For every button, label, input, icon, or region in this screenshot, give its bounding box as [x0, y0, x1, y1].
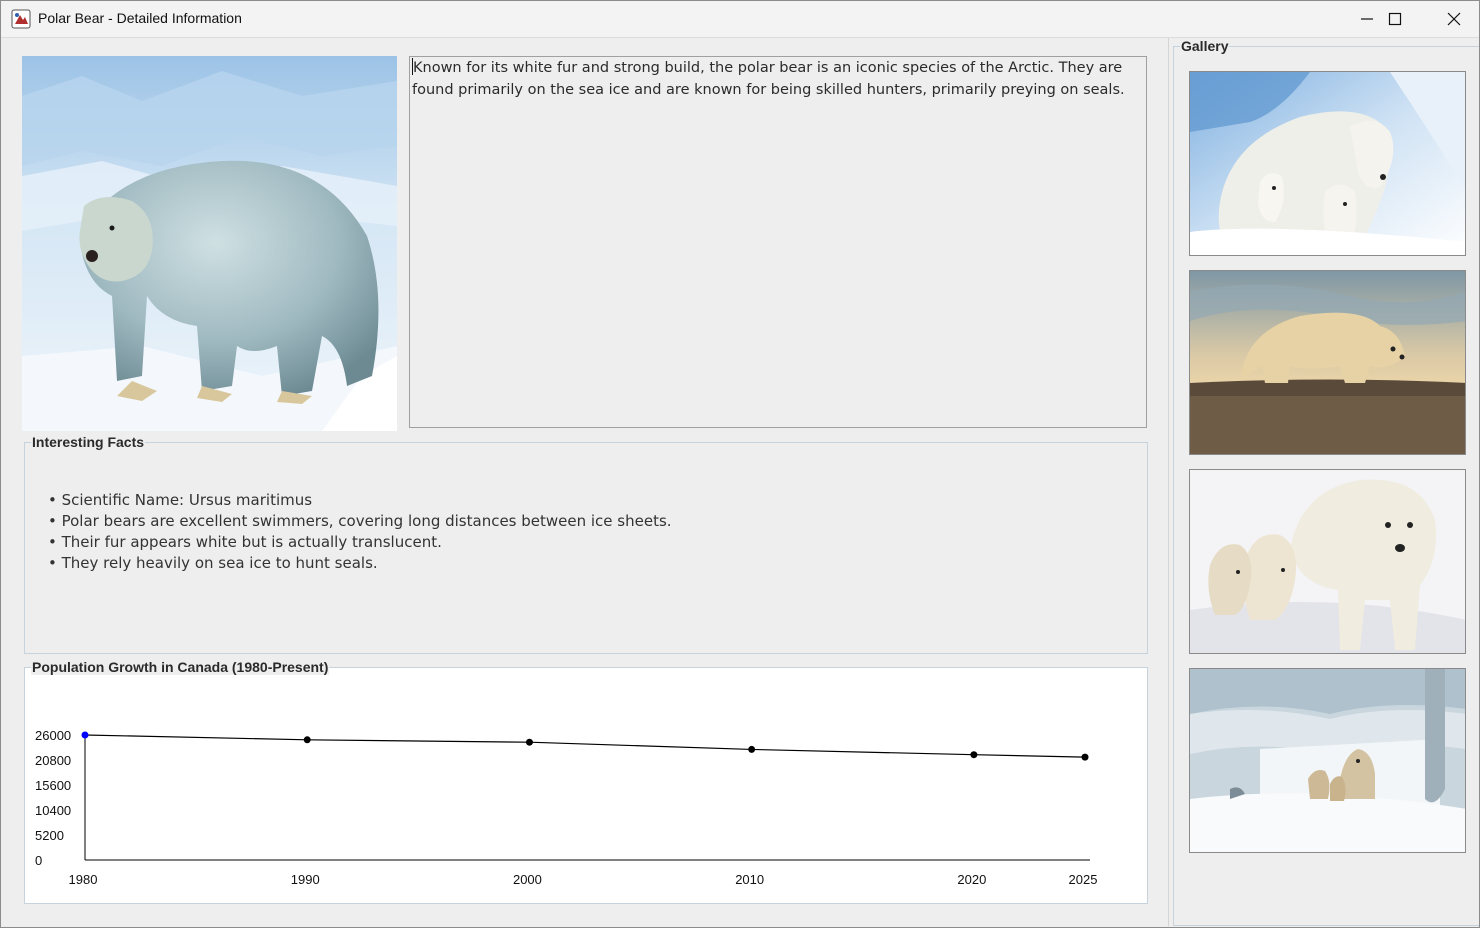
polar-bear-main-image: [22, 56, 397, 431]
data-point: [1081, 753, 1089, 761]
description-text: Known for its white fur and strong build…: [412, 60, 1125, 98]
gallery-image-family-in-snow-den[interactable]: [1189, 668, 1466, 853]
gallery-divider: [1168, 38, 1169, 926]
title-divider: [1, 37, 1479, 38]
fact-item: • Scientific Name: Ursus maritimus: [48, 491, 313, 509]
gallery-panel: Gallery: [1173, 38, 1480, 926]
maximize-icon: [1388, 12, 1402, 26]
y-tick-label: 5200: [35, 828, 64, 843]
population-line-chart: 0 5200 10400 15600 20800 26000 1980 1990 2000 201…: [35, 728, 1098, 887]
y-tick-label: 0: [35, 853, 42, 868]
interesting-facts-panel: Interesting Facts • Scientific Name: Urs…: [24, 434, 1148, 654]
facts-list: • Scientific Name: Ursus maritimus • Pol…: [48, 490, 672, 574]
java-app-icon: [11, 9, 31, 29]
population-series-line: [84, 734, 1086, 758]
gallery-image-bear-on-tundra[interactable]: [1189, 270, 1466, 455]
x-tick-label: 2020: [957, 872, 986, 887]
x-tick-label: 1990: [291, 872, 320, 887]
gallery-image-mother-with-cubs[interactable]: [1189, 71, 1466, 256]
title-bar[interactable]: Polar Bear - Detailed Information: [1, 1, 1479, 37]
close-icon: [1447, 12, 1461, 26]
x-tick-label: 2000: [513, 872, 542, 887]
population-chart-panel: Population Growth in Canada (1980-Presen…: [24, 659, 1148, 904]
y-tick-label: 10400: [35, 803, 71, 818]
x-tick-label: 2010: [735, 872, 764, 887]
gallery-title: Gallery: [1181, 38, 1229, 54]
description-text-area[interactable]: Known for its white fur and strong build…: [409, 56, 1147, 428]
text-caret: [412, 58, 413, 75]
y-tick-label: 15600: [35, 778, 71, 793]
window-title: Polar Bear - Detailed Information: [38, 10, 242, 26]
interesting-facts-title: Interesting Facts: [32, 434, 145, 450]
chart-title: Population Growth in Canada (1980-Presen…: [31, 659, 330, 675]
minimize-button[interactable]: [1338, 1, 1396, 37]
close-button[interactable]: [1425, 1, 1480, 37]
y-tick-label: 20800: [35, 753, 71, 768]
data-point: [81, 731, 89, 739]
minimize-icon: [1361, 18, 1373, 20]
data-point: [525, 738, 533, 746]
fact-item: • Their fur appears white but is actuall…: [48, 533, 442, 551]
fact-item: • They rely heavily on sea ice to hunt s…: [48, 554, 378, 572]
maximize-button[interactable]: [1366, 1, 1424, 37]
data-point: [748, 745, 756, 753]
data-point: [970, 751, 978, 759]
y-tick-label: 26000: [35, 728, 71, 743]
x-tick-label: 1980: [69, 872, 98, 887]
gallery-image-bear-walking-with-cubs[interactable]: [1189, 469, 1466, 654]
x-tick-label: 2025: [1069, 872, 1098, 887]
fact-item: • Polar bears are excellent swimmers, co…: [48, 512, 672, 530]
data-point: [303, 736, 311, 744]
